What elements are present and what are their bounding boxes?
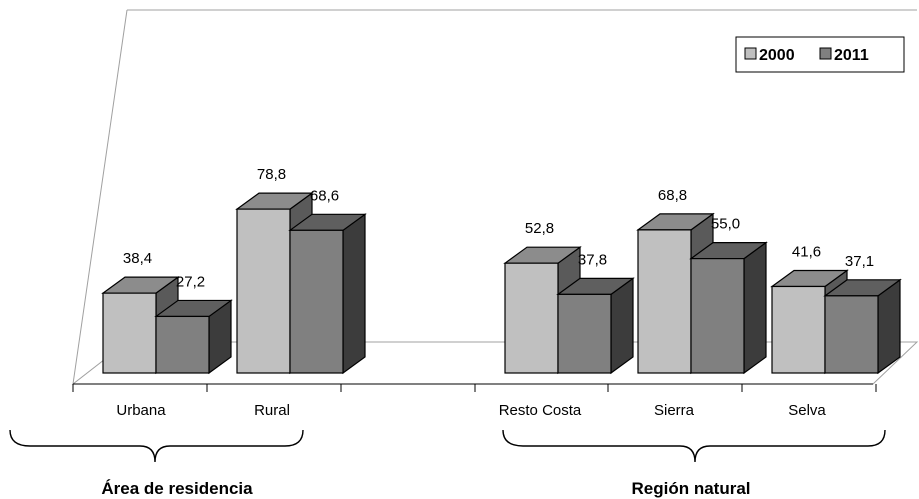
bar-front-face xyxy=(102,292,157,374)
bar-2011-sierra xyxy=(689,241,768,375)
data-label-2011-urbana: 27,2 xyxy=(176,273,205,290)
category-label-rural: Rural xyxy=(254,402,290,419)
bar-2000-resto-costa xyxy=(503,245,582,375)
data-label-2011-sierra: 55,0 xyxy=(711,216,740,233)
group-label-area-residencia: Área de residencia xyxy=(101,479,253,498)
brace-area-residencia xyxy=(9,429,304,463)
legend-label-2011: 2011 xyxy=(834,47,869,64)
bars xyxy=(101,191,902,375)
group-label-region-natural: Región natural xyxy=(631,479,750,498)
bar-side-face xyxy=(342,213,366,375)
category-label-urbana: Urbana xyxy=(116,402,166,419)
bar-front-face xyxy=(690,258,745,374)
bar-front-face xyxy=(289,229,344,374)
category-label-selva: Selva xyxy=(788,402,826,419)
bar-2011-resto-costa xyxy=(556,277,635,375)
legend: 2000 2011 xyxy=(735,36,905,73)
bar-2011-rural xyxy=(288,213,367,375)
bar-side-face xyxy=(743,241,767,375)
bar-front-face xyxy=(504,262,559,374)
bar-front-face xyxy=(236,208,291,374)
bar-front-face xyxy=(557,293,612,374)
data-label-2000-rural: 78,8 xyxy=(257,166,286,183)
category-label-resto-costa: Resto Costa xyxy=(499,402,582,419)
data-label-2000-resto-costa: 52,8 xyxy=(525,220,554,237)
bar-front-face xyxy=(155,315,210,374)
data-label-2011-selva: 37,1 xyxy=(845,253,874,270)
data-label-2011-rural: 68,6 xyxy=(310,187,339,204)
x-axis-ticks xyxy=(72,384,877,392)
bar-2011-urbana xyxy=(154,299,233,375)
category-label-sierra: Sierra xyxy=(654,402,695,419)
legend-swatch-2011 xyxy=(819,47,832,60)
data-label-2000-selva: 41,6 xyxy=(792,243,821,260)
back-wall-left-edge xyxy=(72,9,128,385)
category-labels: Urbana Rural Resto Costa Sierra Selva xyxy=(116,402,826,419)
data-label-2011-resto-costa: 37,8 xyxy=(578,251,607,268)
data-labels: 38,4 27,2 78,8 68,6 52,8 37,8 68,8 55,0 41,6 37,1 xyxy=(123,166,874,290)
legend-swatch-2000 xyxy=(744,47,757,60)
data-label-2000-sierra: 68,8 xyxy=(658,187,687,204)
brace-region-natural xyxy=(502,429,886,463)
bar-front-face xyxy=(771,285,826,374)
bar-front-face xyxy=(637,229,692,374)
legend-label-2000: 2000 xyxy=(759,47,795,64)
bar-front-face xyxy=(824,295,879,374)
bar-2011-selva xyxy=(823,278,902,375)
data-label-2000-urbana: 38,4 xyxy=(123,250,152,267)
